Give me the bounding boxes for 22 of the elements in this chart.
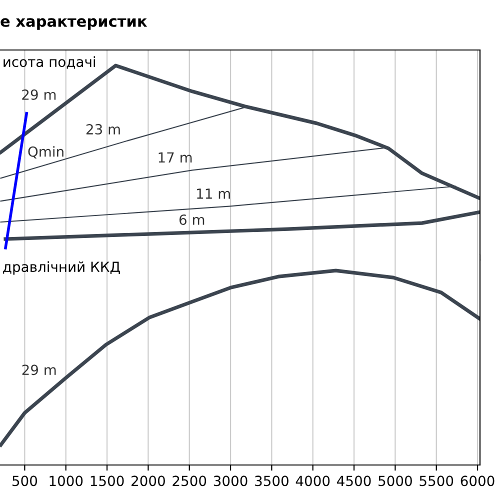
y-axis-title: дравлічний ККД <box>3 261 120 275</box>
chart-title: е характеристик <box>0 18 148 30</box>
x-tick-label: 5000 <box>378 476 412 486</box>
annotation: Qmin <box>28 146 64 158</box>
x-tick-label: 1000 <box>50 476 83 486</box>
x-tick-label: 500 <box>12 476 38 486</box>
y-axis-title: исота подачі <box>4 56 96 69</box>
x-tick-label: 2000 <box>132 476 165 486</box>
x-tick-label: 6000 <box>460 476 494 486</box>
x-tick-label: 1500 <box>90 476 124 486</box>
x-tick-label: 3500 <box>255 476 288 486</box>
annotation: 29 m <box>22 89 56 100</box>
annotation: 11 m <box>197 188 230 199</box>
x-tick-label: 4500 <box>337 476 371 486</box>
annotation: 23 m <box>86 124 120 135</box>
x-tick-label: 4000 <box>296 476 330 486</box>
annotation: 29 m <box>22 364 56 376</box>
x-tick-label: 2500 <box>172 476 206 486</box>
annotation: 6 m <box>179 214 204 225</box>
x-tick-label: 3000 <box>214 476 248 486</box>
annotation: 17 m <box>158 152 192 163</box>
x-tick-label: 5500 <box>420 476 454 486</box>
